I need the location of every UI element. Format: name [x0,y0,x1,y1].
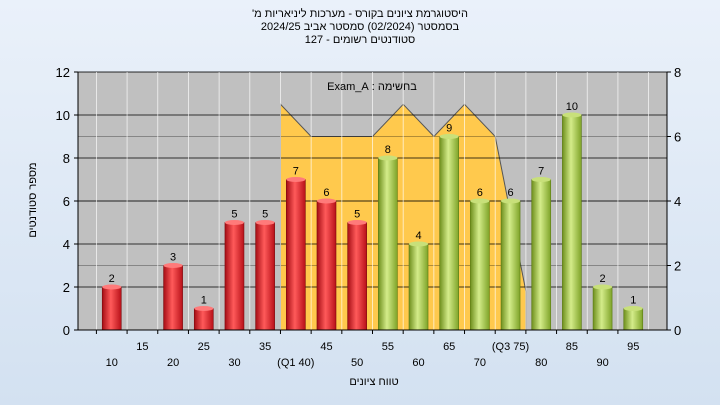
bar-value-label: 1 [201,295,207,307]
bar-cap [409,241,429,247]
bar-value-label: 5 [354,209,360,221]
y-tick-label: 12 [56,65,70,80]
histogram-bar [101,286,122,331]
bar-value-label: 9 [446,123,452,135]
bar-value-label: 4 [415,230,421,242]
y-tick-label: 10 [56,108,70,123]
bar-value-label: 1 [630,295,636,307]
bar-cap [501,198,521,204]
bar-value-label: 7 [293,166,299,178]
x-axis-label: טווח ציונים [349,376,398,388]
bar-value-label: 6 [507,187,513,199]
x-tick-label: (Q1 40) [277,357,314,369]
bar-cap [439,134,459,139]
histogram-bar [378,157,398,331]
histogram-bar [347,222,367,331]
x-tick-label: 85 [566,341,578,353]
y2-tick-label: 6 [674,130,681,145]
bar-cap [378,155,398,161]
bar-cap [286,177,306,182]
bar-cap [255,220,275,225]
y2-tick-label: 4 [674,194,681,209]
x-tick-label: 45 [320,341,332,353]
histogram-bar [592,286,613,331]
bar-value-label: 5 [262,209,268,221]
x-tick-label: 95 [627,341,639,353]
bar-value-label: 7 [538,166,544,178]
histogram-bar [163,265,183,331]
chart-annotation: בחשימה : Exam_A [327,81,417,93]
x-tick-label: 55 [382,341,394,353]
y2-tick-label: 8 [674,65,681,80]
histogram-bar [439,136,460,331]
y-tick-label: 6 [63,194,70,209]
bar-cap [102,284,122,290]
histogram-bar [470,200,490,331]
histogram-bar [500,200,521,331]
x-tick-label: 65 [443,341,455,353]
y-tick-label: 2 [63,280,70,295]
bar-value-label: 10 [566,101,578,113]
y-axis-label: מספר סטודנטים [27,162,39,237]
bar-cap [224,220,244,225]
label-layer: 2 3 1 5 5 7 6 5 8 4 9 6 6 7 10 2 1 [109,101,637,307]
histogram-bar [408,243,429,331]
x-tick-label: 90 [596,357,608,369]
bar-cap [347,220,367,225]
x-tick-label: 25 [198,341,210,353]
x-tick-label: 30 [228,357,240,369]
x-tick-label: 80 [535,357,547,369]
bar-value-label: 6 [323,187,329,199]
x-tick-label: 50 [351,357,363,369]
histogram-bar [193,308,214,331]
histogram-bar [562,114,582,331]
x-tick-label: 35 [259,341,271,353]
histogram-bar [531,179,552,331]
bar-cap [623,306,643,311]
bar-cap [316,198,336,204]
x-tick-label: 60 [412,357,424,369]
x-tick-label: 15 [136,341,148,353]
chart-titles: היסטוגרמת ציונים בקורס - מערכות ליניאריו… [0,8,720,47]
bar-cap [531,177,551,182]
chart-subtitle: בסמסטר (02/2024) סמסטר אביב 2024/25 [260,21,460,33]
bar-layer [101,112,644,331]
x-tick-label: (Q3 75) [492,341,529,353]
bar-value-label: 6 [477,187,483,199]
y2-tick-label: 2 [674,259,681,274]
bar-value-label: 3 [170,252,176,264]
y2-tick-label: 0 [674,323,681,338]
bar-cap [562,112,582,118]
bar-cap [470,198,490,204]
enrolled-count: סטודנטים רשומים - 127 [304,34,416,46]
x-tick-label: 10 [106,357,118,369]
y-tick-label: 0 [63,323,70,338]
y-tick-label: 4 [63,237,70,252]
histogram-bar [623,308,644,331]
chart-title: היסטוגרמת ציונים בקורס - מערכות ליניאריו… [252,8,468,20]
histogram-bar [255,222,275,331]
histogram-bar [224,222,245,331]
bar-cap [194,306,214,311]
bar-cap [163,263,183,268]
bar-value-label: 2 [600,273,606,285]
histogram-bar [285,179,306,331]
bar-value-label: 2 [109,273,115,285]
x-tick-label: 20 [167,357,179,369]
x-tick-label: 70 [474,357,486,369]
bar-value-label: 8 [385,144,391,156]
bar-value-label: 5 [231,209,237,221]
bar-cap [593,284,613,290]
y-tick-label: 8 [63,151,70,166]
histogram-bar [316,200,337,331]
